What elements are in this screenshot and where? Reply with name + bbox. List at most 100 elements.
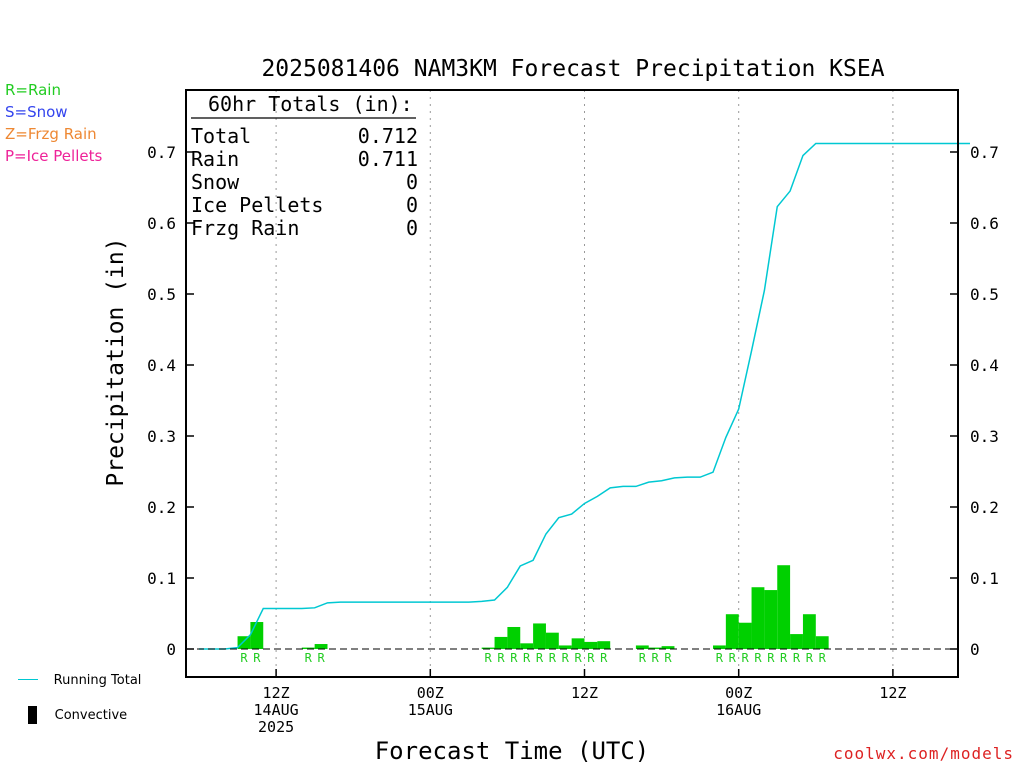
y-axis-left: 0 0.1 0.2 0.3 0.4 0.5 0.6 0.7 [147,143,194,659]
precip-bar-4 [481,647,495,649]
precip-bar-0 [237,636,251,649]
precip-bar-10 [558,645,572,649]
running-total-label: Running Total [53,673,142,688]
x-tick-label-0-1: 14AUG [254,701,299,719]
y-tick-label-left-3: 0.3 [147,427,176,446]
ptype-marker-22: R [780,651,788,665]
ptype-marker-4: R [485,651,493,665]
running-total-line [199,142,970,650]
precip-bar-14 [635,645,649,649]
precip-bar-24 [802,614,816,649]
y-axis-right: 0 0.1 0.2 0.3 0.4 0.5 0.6 0.7 [950,143,999,659]
ptype-marker-23: R [793,651,801,665]
precip-bar-25 [815,636,829,649]
precip-bar-17 [713,645,726,649]
totals-box: 60hr Totals (in): Total 0.712 Rain 0.711 Sno… [191,92,418,240]
precip-bar-20 [751,587,765,649]
ptype-marker-5: R [497,651,505,665]
precip-bar-1 [250,622,264,649]
x-tick-label-0-0: 12Z [263,684,290,702]
ptype-marker-1: R [253,651,261,665]
totals-value-4: 0 [406,216,418,240]
ptype-marker-15: R [652,651,660,665]
precip-bar-19 [738,622,752,649]
ptype-marker-7: R [523,651,531,665]
totals-label-3: Ice Pellets [191,193,323,217]
ptype-marker-13: R [600,651,608,665]
ptype-marker-9: R [549,651,557,665]
precip-bar-11 [571,638,585,649]
totals-label-4: Frzg Rain [191,216,299,240]
ptype-marker-20: R [754,651,762,665]
ptype-marker-21: R [767,651,775,665]
ptype-marker-16: R [664,651,672,665]
x-tick-label-1-0: 00Z [417,684,444,702]
y-tick-label-left-6: 0.6 [147,214,176,233]
y-tick-label-right-3: 0.3 [970,427,999,446]
totals-label-0: Total [191,124,251,148]
y-tick-label-left-0: 0 [166,640,176,659]
y-tick-label-right-5: 0.5 [970,285,999,304]
ptype-marker-25: R [819,651,827,665]
x-tick-label-4-0: 12Z [879,684,906,702]
hourly-precip-bars [237,565,829,649]
x-tick-label-3-0: 00Z [725,684,752,702]
grid-lines [275,90,894,677]
y-tick-label-right-6: 0.6 [970,214,999,233]
ptype-marker-6: R [510,651,518,665]
y-tick-label-left-1: 0.1 [147,569,176,588]
precip-bar-22 [777,565,791,649]
y-axis-label: Precipitation (in) [103,237,129,486]
y-tick-label-left-4: 0.4 [147,356,176,375]
x-tick-label-3-1: 16AUG [716,701,761,719]
credit-link[interactable]: coolwx.com/models [833,744,1014,763]
precip-bar-16 [661,646,675,649]
precip-bar-15 [648,647,662,649]
precip-bar-3 [314,644,328,649]
totals-label-2: Snow [191,170,240,194]
totals-value-0: 0.712 [358,124,418,148]
totals-rows: Total 0.712 Rain 0.711 Snow 0 Ice Pellets 0 Frzg… [191,124,418,240]
y-tick-label-right-1: 0.1 [970,569,999,588]
y-tick-label-left-5: 0.5 [147,285,176,304]
ptype-marker-0: R [240,651,248,665]
ptype-legend: R=Rain S=Snow Z=Frzg Rain P=Ice Pellets [5,79,102,167]
totals-label-1: Rain [191,147,239,171]
y-tick-label-right-7: 0.7 [970,143,999,162]
ptype-marker-18: R [729,651,737,665]
x-axis-label: Forecast Time (UTC) [375,737,650,765]
convective-legend: Convective [28,704,127,724]
ptype-marker-12: R [587,651,595,665]
ptype-marker-14: R [639,651,647,665]
y-tick-label-right-2: 0.2 [970,498,999,517]
convective-swatch [28,705,37,724]
precip-bar-8 [533,623,546,649]
x-tick-label-2-0: 12Z [571,684,598,702]
precip-bar-9 [545,632,559,649]
x-tick-label-0-2: 2025 [258,718,294,736]
y-tick-label-left-2: 0.2 [147,498,176,517]
precip-bar-6 [507,626,521,649]
totals-value-1: 0.711 [358,147,418,171]
ptype-marker-3: R [317,651,325,665]
precip-bar-12 [584,641,598,649]
y-tick-label-right-0: 0 [970,640,980,659]
running-total-legend: Running Total [18,669,141,688]
precip-bar-21 [764,590,778,649]
precip-bar-23 [790,634,803,649]
y-tick-label-left-7: 0.7 [147,143,176,162]
precip-bar-18 [725,614,739,649]
ptype-marker-24: R [806,651,814,665]
legend-snow: S=Snow [5,103,68,121]
ptype-marker-8: R [536,651,544,665]
totals-value-2: 0 [406,170,418,194]
convective-label: Convective [54,708,128,723]
ptype-marker-2: R [305,651,313,665]
chart-title: 2025081406 NAM3KM Forecast Precipitation… [261,56,884,82]
totals-value-3: 0 [406,193,418,217]
y-tick-label-right-4: 0.4 [970,356,999,375]
ptype-marker-19: R [742,651,750,665]
